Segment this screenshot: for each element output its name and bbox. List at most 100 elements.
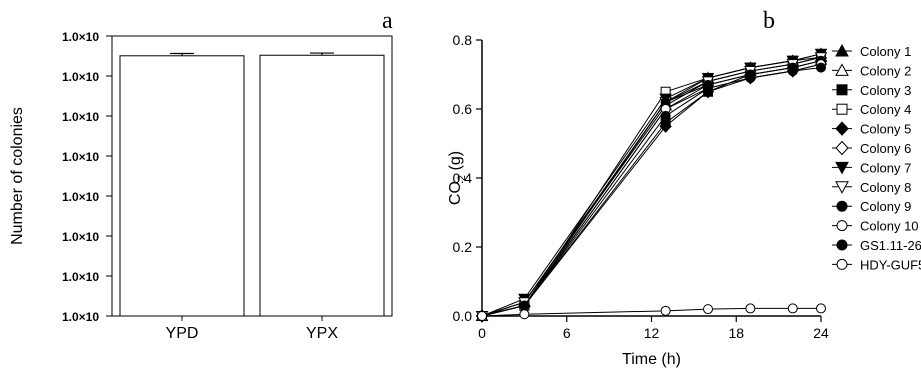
- legend-label: Colony 3: [860, 83, 911, 98]
- series-line: [481, 67, 822, 317]
- legend-entry: Colony 2: [832, 63, 911, 78]
- data-point: [703, 83, 713, 94]
- data-point: [836, 103, 848, 115]
- data-point: [835, 140, 849, 156]
- series-line: [481, 56, 822, 317]
- data-point: [519, 309, 530, 320]
- panel-a-letter: a: [382, 8, 393, 34]
- legend-label: Colony 10: [860, 219, 919, 234]
- x-tick-label: 12: [644, 325, 660, 341]
- legend-label: Colony 9: [860, 199, 911, 214]
- data-point: [660, 110, 671, 121]
- data-point: [836, 84, 848, 96]
- series: [477, 55, 826, 321]
- panel-b-letter: b: [763, 8, 775, 34]
- legend-label: Colony 5: [860, 122, 911, 137]
- y-tick-label: 0.4: [453, 170, 473, 186]
- x-tick-label: 6: [563, 325, 571, 341]
- data-point: [836, 258, 848, 270]
- data-point: [816, 62, 826, 73]
- bar: [119, 55, 245, 317]
- series: [475, 57, 828, 323]
- panel-b-line-chart: 0.0 0.2 0.4 0.6 0.8 0 6 12 18 24 Time (h) CO2 (g) Co…: [447, 32, 921, 368]
- y-tick-label: 1.0×10: [62, 110, 99, 124]
- y-tick-label: 1.0×10: [62, 190, 99, 204]
- data-point: [660, 305, 671, 316]
- series-line: [481, 60, 822, 317]
- legend-entry: Colony 5: [832, 121, 911, 137]
- data-point: [787, 66, 798, 77]
- legend-entry: HDY-GUF5: [832, 257, 921, 272]
- series-line: [481, 63, 822, 317]
- y-tick-label: 1.0×10: [62, 70, 99, 84]
- x-tick-label: 18: [728, 325, 744, 341]
- series: [477, 52, 826, 321]
- data-point: [787, 303, 798, 314]
- series: [475, 50, 828, 321]
- legend-entry: Colony 8: [832, 180, 911, 195]
- y-tick-label: 1.0×10: [62, 30, 99, 44]
- series-line: [481, 53, 822, 317]
- y-axis-label-main: CO: [447, 181, 464, 205]
- legend-entry: Colony 6: [832, 140, 911, 156]
- series: [475, 48, 828, 323]
- data-point: [477, 311, 487, 321]
- y-tick-label: 1.0×10: [62, 310, 99, 324]
- x-tick-label: YPX: [306, 325, 338, 342]
- legend-entry: GS1.11-26: [832, 238, 921, 253]
- series: [477, 303, 826, 321]
- legend-label: Colony 4: [860, 102, 911, 117]
- x-axis-label: Time (h): [622, 351, 681, 368]
- data-point: [519, 300, 530, 311]
- legend-label: Colony 2: [860, 63, 911, 78]
- data-point: [703, 304, 713, 315]
- y-axis-label: CO2 (g): [447, 151, 468, 205]
- legend-entry: Colony 10: [832, 219, 919, 234]
- data-point: [659, 119, 672, 133]
- y-tick-label: 0.8: [453, 32, 473, 48]
- series-line: [481, 56, 822, 317]
- data-point: [745, 72, 756, 83]
- legend-label: Colony 1: [860, 44, 911, 59]
- legend-entry: Colony 3: [832, 83, 911, 98]
- data-point: [836, 239, 848, 251]
- series: [475, 47, 828, 321]
- legend-entry: Colony 7: [832, 160, 911, 175]
- legend-label: Colony 6: [860, 141, 911, 156]
- data-point: [835, 63, 849, 76]
- series-line: [481, 53, 822, 317]
- x-tick-label: 24: [813, 325, 829, 341]
- data-point: [835, 181, 849, 194]
- legend-entry: Colony 9: [832, 199, 911, 214]
- y-tick-label: 0.0: [453, 308, 473, 324]
- y-axis-label-subscript: 2: [456, 175, 468, 181]
- data-point: [836, 220, 848, 232]
- series-line: [481, 307, 821, 317]
- y-tick-label: 1.0×10: [62, 230, 99, 244]
- series: [477, 55, 826, 321]
- data-point: [816, 303, 826, 314]
- legend-entry: Colony 4: [832, 102, 911, 117]
- y-tick-label: 1.0×10: [62, 270, 99, 284]
- legend-entry: Colony 1: [832, 43, 911, 59]
- y-tick-label: 0.2: [453, 239, 473, 255]
- legend-label: GS1.11-26: [860, 238, 921, 253]
- legend-label: Colony 8: [860, 180, 911, 195]
- data-point: [835, 43, 849, 57]
- x-tick-label: 0: [478, 325, 486, 341]
- y-axis-label-unit: (g): [447, 151, 464, 175]
- legend-label: HDY-GUF5: [860, 257, 921, 272]
- y-tick-label: 1.0×10: [62, 150, 99, 164]
- y-axis-label: Number of colonies: [9, 107, 26, 245]
- series: [477, 59, 826, 321]
- series: [477, 62, 826, 321]
- series-line: [481, 60, 822, 317]
- legend-label: Colony 7: [860, 160, 911, 175]
- series: [475, 52, 828, 323]
- x-tick-label: YPD: [166, 325, 199, 342]
- panel-a-bar-chart: 1.0×10001.0×10011.0×10021.0×10031.0×1004…: [9, 30, 393, 342]
- series: [475, 54, 828, 323]
- data-point: [836, 200, 848, 212]
